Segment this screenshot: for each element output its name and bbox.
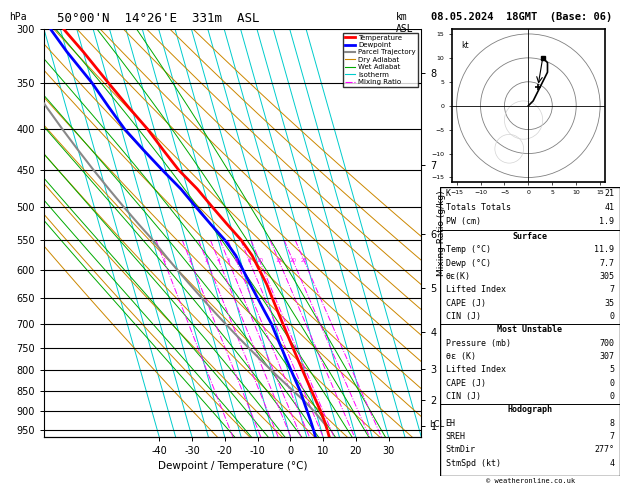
Text: 15: 15 [275,258,282,263]
Text: Lifted Index: Lifted Index [446,285,506,295]
Text: 4: 4 [610,459,614,468]
Text: 305: 305 [599,272,614,281]
X-axis label: Dewpoint / Temperature (°C): Dewpoint / Temperature (°C) [158,461,308,470]
Text: StmSpd (kt): StmSpd (kt) [446,459,501,468]
Text: Temp (°C): Temp (°C) [446,245,491,254]
Text: CIN (J): CIN (J) [446,392,481,401]
Text: 1: 1 [162,258,165,263]
Text: Pressure (mb): Pressure (mb) [446,339,511,347]
Text: 20: 20 [289,258,296,263]
Text: CAPE (J): CAPE (J) [446,299,486,308]
Text: LCL: LCL [429,420,444,429]
Text: Totals Totals: Totals Totals [446,203,511,212]
Text: 08.05.2024  18GMT  (Base: 06): 08.05.2024 18GMT (Base: 06) [431,12,612,22]
Text: 5: 5 [610,365,614,374]
Text: Hodograph: Hodograph [508,405,552,415]
Text: 3: 3 [205,258,208,263]
Text: 21: 21 [604,189,614,197]
Text: 0: 0 [610,379,614,388]
Text: 0: 0 [610,392,614,401]
Text: PW (cm): PW (cm) [446,217,481,226]
Text: km
ASL: km ASL [396,12,414,34]
Text: 10: 10 [256,258,263,263]
Text: 4: 4 [217,258,220,263]
Text: 7: 7 [610,432,614,441]
Text: EH: EH [446,419,455,428]
Text: θε (K): θε (K) [446,352,476,361]
Text: CAPE (J): CAPE (J) [446,379,486,388]
Text: 277°: 277° [594,446,614,454]
Text: Dewp (°C): Dewp (°C) [446,259,491,268]
Text: 8: 8 [610,419,614,428]
Text: StmDir: StmDir [446,446,476,454]
Text: 8: 8 [247,258,251,263]
Text: 307: 307 [599,352,614,361]
Text: K: K [446,189,450,197]
Text: hPa: hPa [9,12,27,22]
Text: 11.9: 11.9 [594,245,614,254]
Text: Most Unstable: Most Unstable [498,325,562,334]
Legend: Temperature, Dewpoint, Parcel Trajectory, Dry Adiabat, Wet Adiabat, Isotherm, Mi: Temperature, Dewpoint, Parcel Trajectory… [343,33,418,87]
Text: 7: 7 [610,285,614,295]
Text: 50°00'N  14°26'E  331m  ASL: 50°00'N 14°26'E 331m ASL [57,12,259,25]
Text: 25: 25 [301,258,308,263]
Text: θε(K): θε(K) [446,272,470,281]
Text: 5: 5 [226,258,230,263]
Text: 6: 6 [235,258,238,263]
Text: 7.7: 7.7 [599,259,614,268]
Text: CIN (J): CIN (J) [446,312,481,321]
Text: Surface: Surface [513,232,547,241]
Text: © weatheronline.co.uk: © weatheronline.co.uk [486,478,575,484]
Text: Lifted Index: Lifted Index [446,365,506,374]
Text: 700: 700 [599,339,614,347]
Text: 35: 35 [604,299,614,308]
Text: Mixing Ratio (g/kg): Mixing Ratio (g/kg) [437,191,446,276]
Text: 41: 41 [604,203,614,212]
Text: 2: 2 [189,258,192,263]
Text: SREH: SREH [446,432,465,441]
Text: kt: kt [462,41,469,50]
Text: 0: 0 [610,312,614,321]
Text: 1.9: 1.9 [599,217,614,226]
